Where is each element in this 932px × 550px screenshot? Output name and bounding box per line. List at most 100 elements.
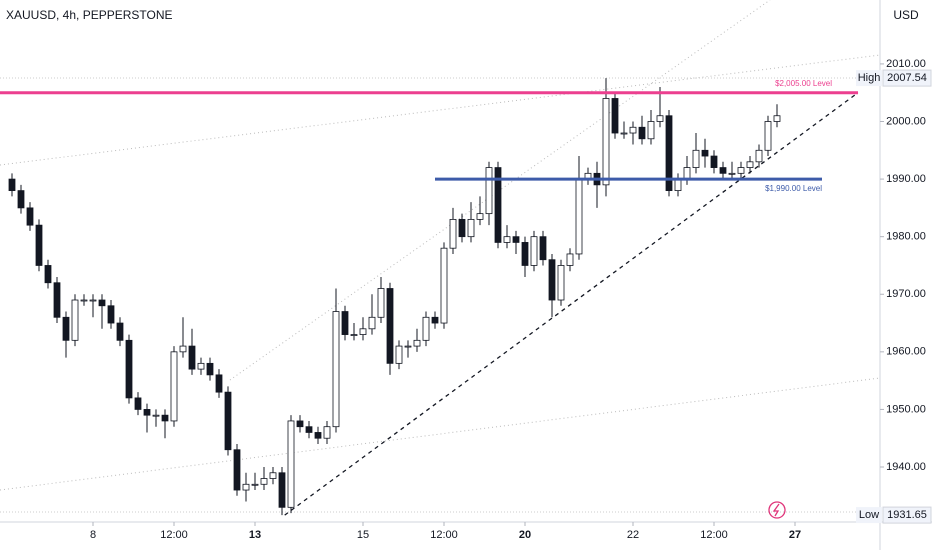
candle-body bbox=[548, 259, 556, 301]
price-label-box bbox=[882, 506, 932, 524]
price-label-box bbox=[882, 69, 932, 87]
marker-tag-box bbox=[856, 70, 882, 87]
candle-body bbox=[467, 218, 475, 238]
candle-body bbox=[143, 409, 151, 416]
candle-body bbox=[602, 98, 610, 186]
candle-body bbox=[269, 472, 277, 479]
candle-body bbox=[152, 414, 160, 417]
candle-body bbox=[161, 414, 169, 422]
candle-body bbox=[683, 167, 691, 180]
y-tick-label: 1940.00 bbox=[886, 461, 926, 473]
candle-body bbox=[665, 115, 673, 192]
x-tick-label: 8 bbox=[90, 529, 96, 541]
x-tick-label: 12:00 bbox=[160, 529, 188, 541]
candle-body bbox=[710, 155, 718, 168]
candle-body bbox=[215, 374, 223, 393]
candle-body bbox=[26, 207, 34, 226]
y-tick-label: 2010.00 bbox=[886, 58, 926, 70]
candle-body bbox=[170, 351, 178, 422]
x-tick-label: 22 bbox=[627, 529, 639, 541]
candle-body bbox=[350, 334, 358, 336]
candle-body bbox=[35, 224, 43, 266]
y-tick-label: 1980.00 bbox=[886, 231, 926, 243]
candle-body bbox=[719, 167, 727, 174]
price-label: 2007.54 bbox=[887, 72, 927, 84]
candle-body bbox=[692, 149, 700, 168]
candle-body bbox=[458, 218, 466, 238]
candle-body bbox=[674, 178, 682, 192]
candle-body bbox=[296, 420, 304, 428]
candle-body bbox=[44, 265, 52, 284]
candle-body bbox=[764, 121, 772, 151]
candle-body bbox=[647, 121, 655, 140]
candle-body bbox=[755, 149, 763, 163]
candle-body bbox=[539, 236, 547, 261]
candle-body bbox=[323, 426, 331, 439]
candle-body bbox=[431, 316, 439, 324]
trendline bbox=[284, 92, 859, 516]
candle-body bbox=[341, 311, 349, 335]
candle-body bbox=[476, 213, 484, 220]
candle-body bbox=[242, 483, 250, 491]
candle-body bbox=[80, 299, 88, 302]
candle-body bbox=[503, 236, 511, 243]
candle-body bbox=[332, 311, 340, 428]
candle-body bbox=[728, 172, 736, 175]
candle-body bbox=[116, 322, 124, 341]
marker-tag: Low bbox=[859, 509, 879, 521]
candle-body bbox=[530, 236, 538, 266]
candle-body bbox=[71, 299, 79, 341]
candle-body bbox=[17, 190, 25, 209]
candle-body bbox=[413, 339, 421, 347]
candle-body bbox=[98, 299, 106, 307]
x-tick-label: 12:00 bbox=[700, 529, 728, 541]
candle-body bbox=[773, 115, 781, 122]
candle-body bbox=[314, 432, 322, 439]
candle-body bbox=[197, 362, 205, 370]
candle-body bbox=[656, 115, 664, 122]
candle-body bbox=[512, 236, 520, 243]
candle-body bbox=[746, 161, 754, 168]
candle-body bbox=[494, 167, 502, 243]
candle-body bbox=[611, 98, 619, 134]
candle-body bbox=[566, 253, 574, 266]
candle-body bbox=[557, 265, 565, 301]
level-label: $1,990.00 Level bbox=[765, 184, 822, 193]
chart-title: XAUUSD, 4h, PEPPERSTONE bbox=[6, 8, 173, 22]
candle-body bbox=[395, 345, 403, 364]
candle-body bbox=[359, 328, 367, 335]
candle-body bbox=[368, 316, 376, 330]
marker-tag: High bbox=[858, 72, 881, 84]
candle-body bbox=[251, 483, 259, 486]
alert-icon-bolt bbox=[772, 503, 780, 517]
candle-body bbox=[701, 149, 709, 157]
candle-body bbox=[125, 339, 133, 399]
alert-icon[interactable] bbox=[768, 501, 786, 519]
candle-body bbox=[386, 288, 394, 364]
candle-body bbox=[8, 178, 16, 192]
candle-body bbox=[521, 242, 529, 266]
marker-tag-box bbox=[856, 507, 882, 524]
candle-body bbox=[305, 426, 313, 433]
x-tick-label: 13 bbox=[249, 529, 261, 541]
x-tick-label: 15 bbox=[357, 529, 369, 541]
candle-body bbox=[287, 420, 295, 508]
candle-body bbox=[107, 305, 115, 324]
level-label: $2,005.00 Level bbox=[775, 79, 832, 88]
candle-body bbox=[53, 282, 61, 318]
candle-body bbox=[224, 391, 232, 451]
candle-body bbox=[449, 218, 457, 249]
y-tick-label: 1960.00 bbox=[886, 346, 926, 358]
candle-body bbox=[62, 316, 70, 341]
x-tick-label: 27 bbox=[789, 529, 801, 541]
y-tick-label: 1990.00 bbox=[886, 173, 926, 185]
x-tick-label: 12:00 bbox=[430, 529, 458, 541]
candle-body bbox=[206, 362, 214, 376]
candle-body bbox=[620, 132, 628, 135]
candle-body bbox=[485, 167, 493, 215]
candle-body bbox=[233, 449, 241, 491]
price-label: 1931.65 bbox=[887, 509, 927, 521]
candle-body bbox=[404, 345, 412, 348]
y-tick-label: 2000.00 bbox=[886, 115, 926, 127]
